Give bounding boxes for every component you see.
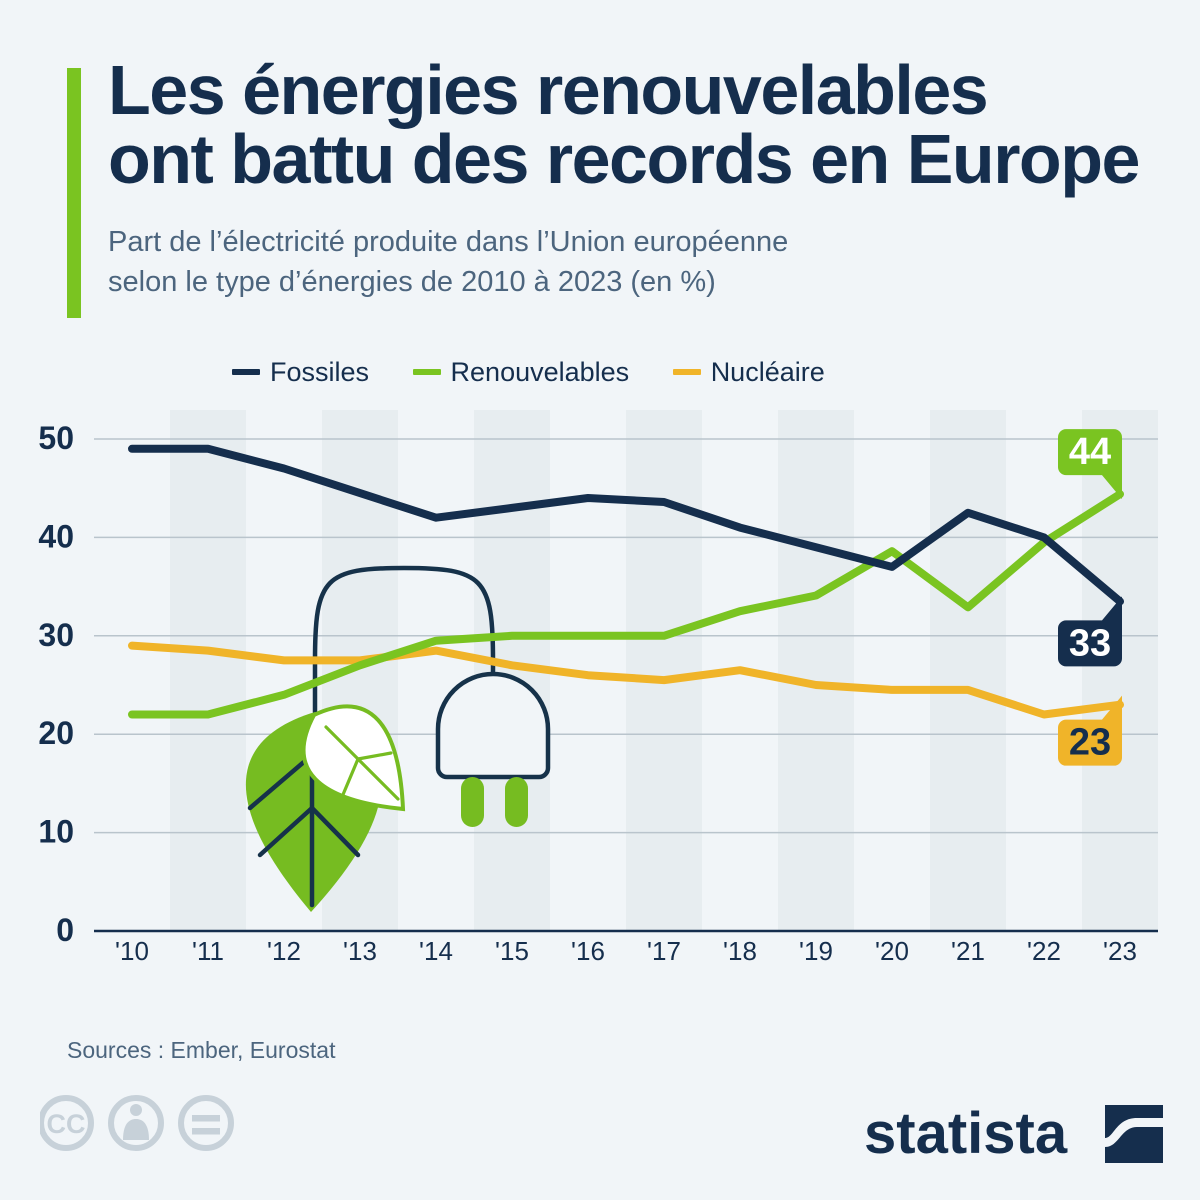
svg-text:'18: '18	[723, 936, 757, 966]
svg-text:'22: '22	[1027, 936, 1061, 966]
svg-text:'14: '14	[419, 936, 453, 966]
svg-text:30: 30	[38, 617, 74, 653]
svg-text:'20: '20	[875, 936, 909, 966]
svg-text:'11: '11	[192, 936, 224, 966]
svg-text:'16: '16	[571, 936, 605, 966]
svg-text:'21: '21	[951, 936, 985, 966]
svg-text:'23: '23	[1103, 936, 1137, 966]
svg-text:'12: '12	[267, 936, 301, 966]
svg-text:'13: '13	[343, 936, 377, 966]
svg-text:20: 20	[38, 715, 74, 751]
svg-text:44: 44	[1069, 431, 1111, 473]
svg-text:23: 23	[1069, 722, 1111, 764]
svg-text:'17: '17	[647, 936, 681, 966]
svg-text:'10: '10	[115, 936, 149, 966]
svg-text:0: 0	[56, 912, 74, 948]
svg-text:33: 33	[1069, 622, 1111, 664]
svg-text:50: 50	[38, 420, 74, 456]
svg-text:40: 40	[38, 518, 74, 554]
svg-text:10: 10	[38, 814, 74, 850]
svg-text:CC: CC	[47, 1109, 86, 1139]
svg-text:statista: statista	[864, 1101, 1068, 1165]
svg-text:'19: '19	[799, 936, 833, 966]
svg-text:'15: '15	[495, 936, 529, 966]
